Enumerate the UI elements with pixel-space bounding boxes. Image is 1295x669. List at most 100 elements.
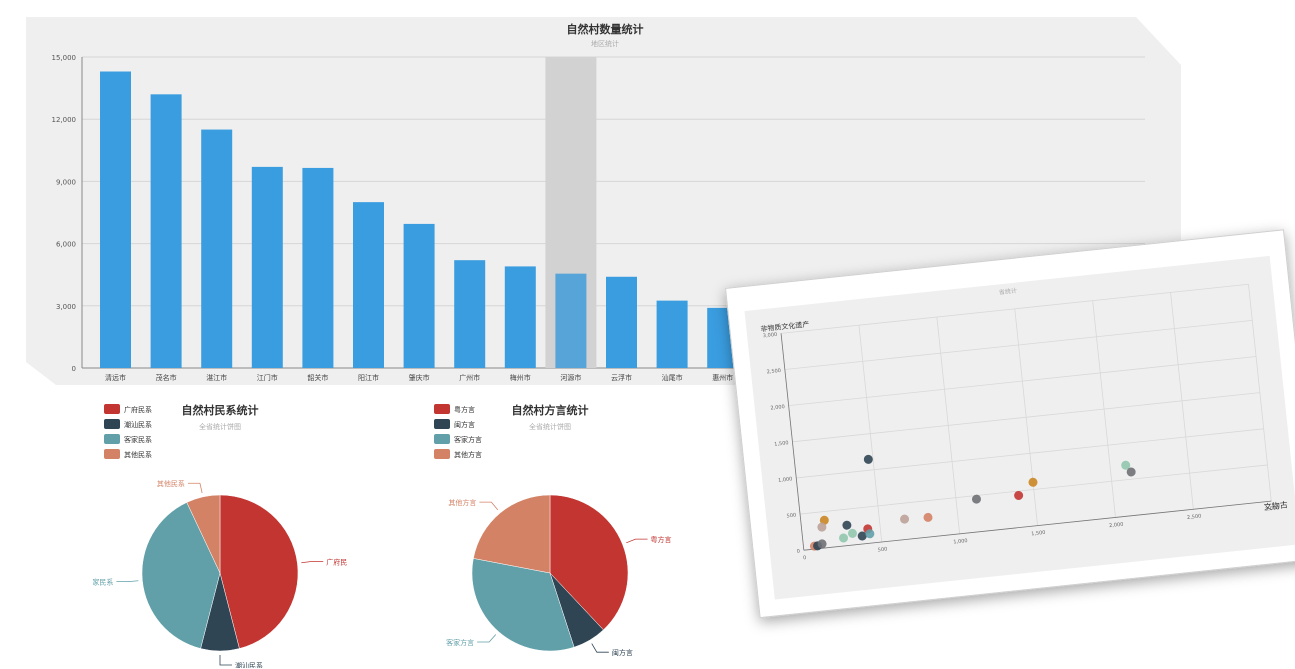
x-tick-label: 韶关市	[307, 373, 328, 382]
y-tick-label: 0	[72, 365, 76, 373]
pie-slice-label: 粤方言	[651, 535, 672, 544]
scatter-grid-line	[936, 316, 961, 534]
x-tick-label: 阳江市	[358, 373, 379, 382]
bar[interactable]	[454, 260, 486, 368]
scatter-point[interactable]	[900, 514, 910, 524]
pie-slice[interactable]	[186, 494, 221, 574]
scatter-point[interactable]	[842, 520, 852, 530]
legend-swatch[interactable]	[104, 419, 120, 429]
scatter-card: 0 500 1,000 1,500 2,000 2,500 3,000 0 500 1,000 1,…	[725, 229, 1295, 619]
scatter-point[interactable]	[863, 454, 873, 464]
scatter-point[interactable]	[817, 539, 827, 549]
bar[interactable]	[403, 223, 435, 368]
x-tick-label: 清远市	[105, 373, 126, 382]
dialect-pie-title: 自然村方言统计	[512, 403, 589, 417]
scatter-y-tick: 500	[786, 512, 796, 519]
bar[interactable]	[555, 273, 587, 368]
legend-swatch[interactable]	[104, 434, 120, 444]
legend-label[interactable]: 广府民系	[124, 405, 152, 414]
scatter-y-tick: 3,000	[763, 332, 778, 339]
x-tick-label: 茂名市	[156, 373, 177, 382]
scatter-chart: 0 500 1,000 1,500 2,000 2,500 3,000 0 500 1,000 1,…	[744, 255, 1295, 600]
x-tick-label: 湛江市	[206, 373, 227, 382]
pie-slice[interactable]	[219, 494, 299, 649]
bar[interactable]	[606, 276, 637, 368]
pie-label-line	[187, 482, 203, 494]
x-tick-label: 江门市	[257, 373, 278, 382]
scatter-grid-line	[1170, 292, 1194, 510]
scatter-grid-line	[858, 325, 883, 543]
pie-slice[interactable]	[473, 494, 551, 574]
scatter-point[interactable]	[1121, 460, 1131, 470]
y-tick-label: 6,000	[56, 241, 76, 249]
pie-slice[interactable]	[471, 558, 575, 652]
scatter-x-label: 文物古	[1263, 499, 1288, 511]
pie-label-line	[591, 643, 609, 653]
scatter-point[interactable]	[819, 515, 829, 525]
pie-slice-label: 闽方言	[612, 648, 633, 657]
scatter-point[interactable]	[1028, 477, 1038, 487]
x-tick-label: 肇庆市	[409, 373, 430, 382]
scatter-point[interactable]	[923, 512, 933, 522]
scatter-grid-line	[1092, 300, 1116, 518]
legend-swatch[interactable]	[104, 404, 120, 414]
scatter-point[interactable]	[847, 528, 858, 538]
bar-chart-title: 自然村数量统计	[567, 22, 644, 36]
scatter-point[interactable]	[971, 494, 982, 504]
bar[interactable]	[100, 71, 131, 368]
scatter-point[interactable]	[1126, 467, 1136, 477]
pie-slice-label: 其他方言	[448, 498, 476, 507]
scatter-x-tick: 2,000	[1109, 522, 1124, 529]
bar-chart-panel: 0 3,000 6,000 9,000 12,000 15,000 清远市 茂名市 湛江市 江门…	[10, 2, 1200, 397]
scatter-subtitle: 省统计	[999, 287, 1018, 297]
pie-slice[interactable]	[549, 494, 629, 631]
scatter-point[interactable]	[857, 531, 867, 541]
scatter-y-tick: 1,000	[778, 476, 793, 483]
x-tick-label: 梅州市	[510, 373, 531, 382]
scatter-point[interactable]	[1014, 490, 1024, 501]
scatter-point[interactable]	[817, 522, 827, 532]
pie-slice[interactable]	[141, 502, 221, 649]
legend-swatch[interactable]	[104, 449, 120, 459]
legend-label[interactable]: 客家方言	[454, 435, 482, 444]
bar[interactable]	[251, 166, 283, 368]
legend-swatch[interactable]	[434, 449, 450, 459]
scatter-x-tick: 500	[878, 546, 888, 553]
scatter-point[interactable]	[839, 533, 849, 543]
y-tick-label: 15,000	[52, 54, 77, 62]
bar[interactable]	[201, 129, 233, 368]
pie-slice-label: 其他民系	[157, 479, 185, 488]
legend-swatch[interactable]	[434, 434, 450, 444]
pie-slice-label: 广府民	[326, 557, 347, 566]
legend-swatch[interactable]	[434, 419, 450, 429]
bar[interactable]	[302, 167, 334, 368]
scatter-point[interactable]	[865, 529, 875, 539]
legend-label[interactable]: 其他方言	[454, 450, 482, 459]
legend-label[interactable]: 潮汕民系	[124, 420, 152, 429]
legend-label[interactable]: 客家民系	[124, 435, 152, 444]
pie-label-line	[626, 538, 648, 544]
bar[interactable]	[504, 266, 536, 368]
scatter-y-axis	[780, 333, 805, 551]
scatter-grid-line	[1014, 308, 1038, 526]
scatter-x-tick: 1,000	[953, 538, 968, 545]
dialect-pie-subtitle: 全省统计饼图	[529, 422, 571, 431]
scatter-x-tick: 3,000	[1265, 505, 1280, 512]
bar[interactable]	[150, 94, 182, 368]
scatter-y-tick: 2,500	[766, 368, 781, 375]
bar[interactable]	[656, 300, 688, 368]
x-tick-label: 河源市	[560, 373, 581, 382]
bar[interactable]	[353, 202, 384, 368]
pie-label-line	[219, 655, 232, 666]
scatter-x-tick: 1,500	[1031, 530, 1046, 537]
scatter-grid-line	[1248, 284, 1272, 502]
legend-label[interactable]: 其他民系	[124, 450, 152, 459]
legend-label[interactable]: 闽方言	[454, 420, 475, 429]
scatter-x-axis	[803, 500, 1272, 551]
legend-swatch[interactable]	[434, 404, 450, 414]
scatter-y-tick: 0	[796, 549, 800, 555]
pie-slice-label: 家民系	[92, 578, 113, 587]
legend-label[interactable]: 粤方言	[454, 405, 475, 414]
scatter-background	[744, 255, 1295, 600]
